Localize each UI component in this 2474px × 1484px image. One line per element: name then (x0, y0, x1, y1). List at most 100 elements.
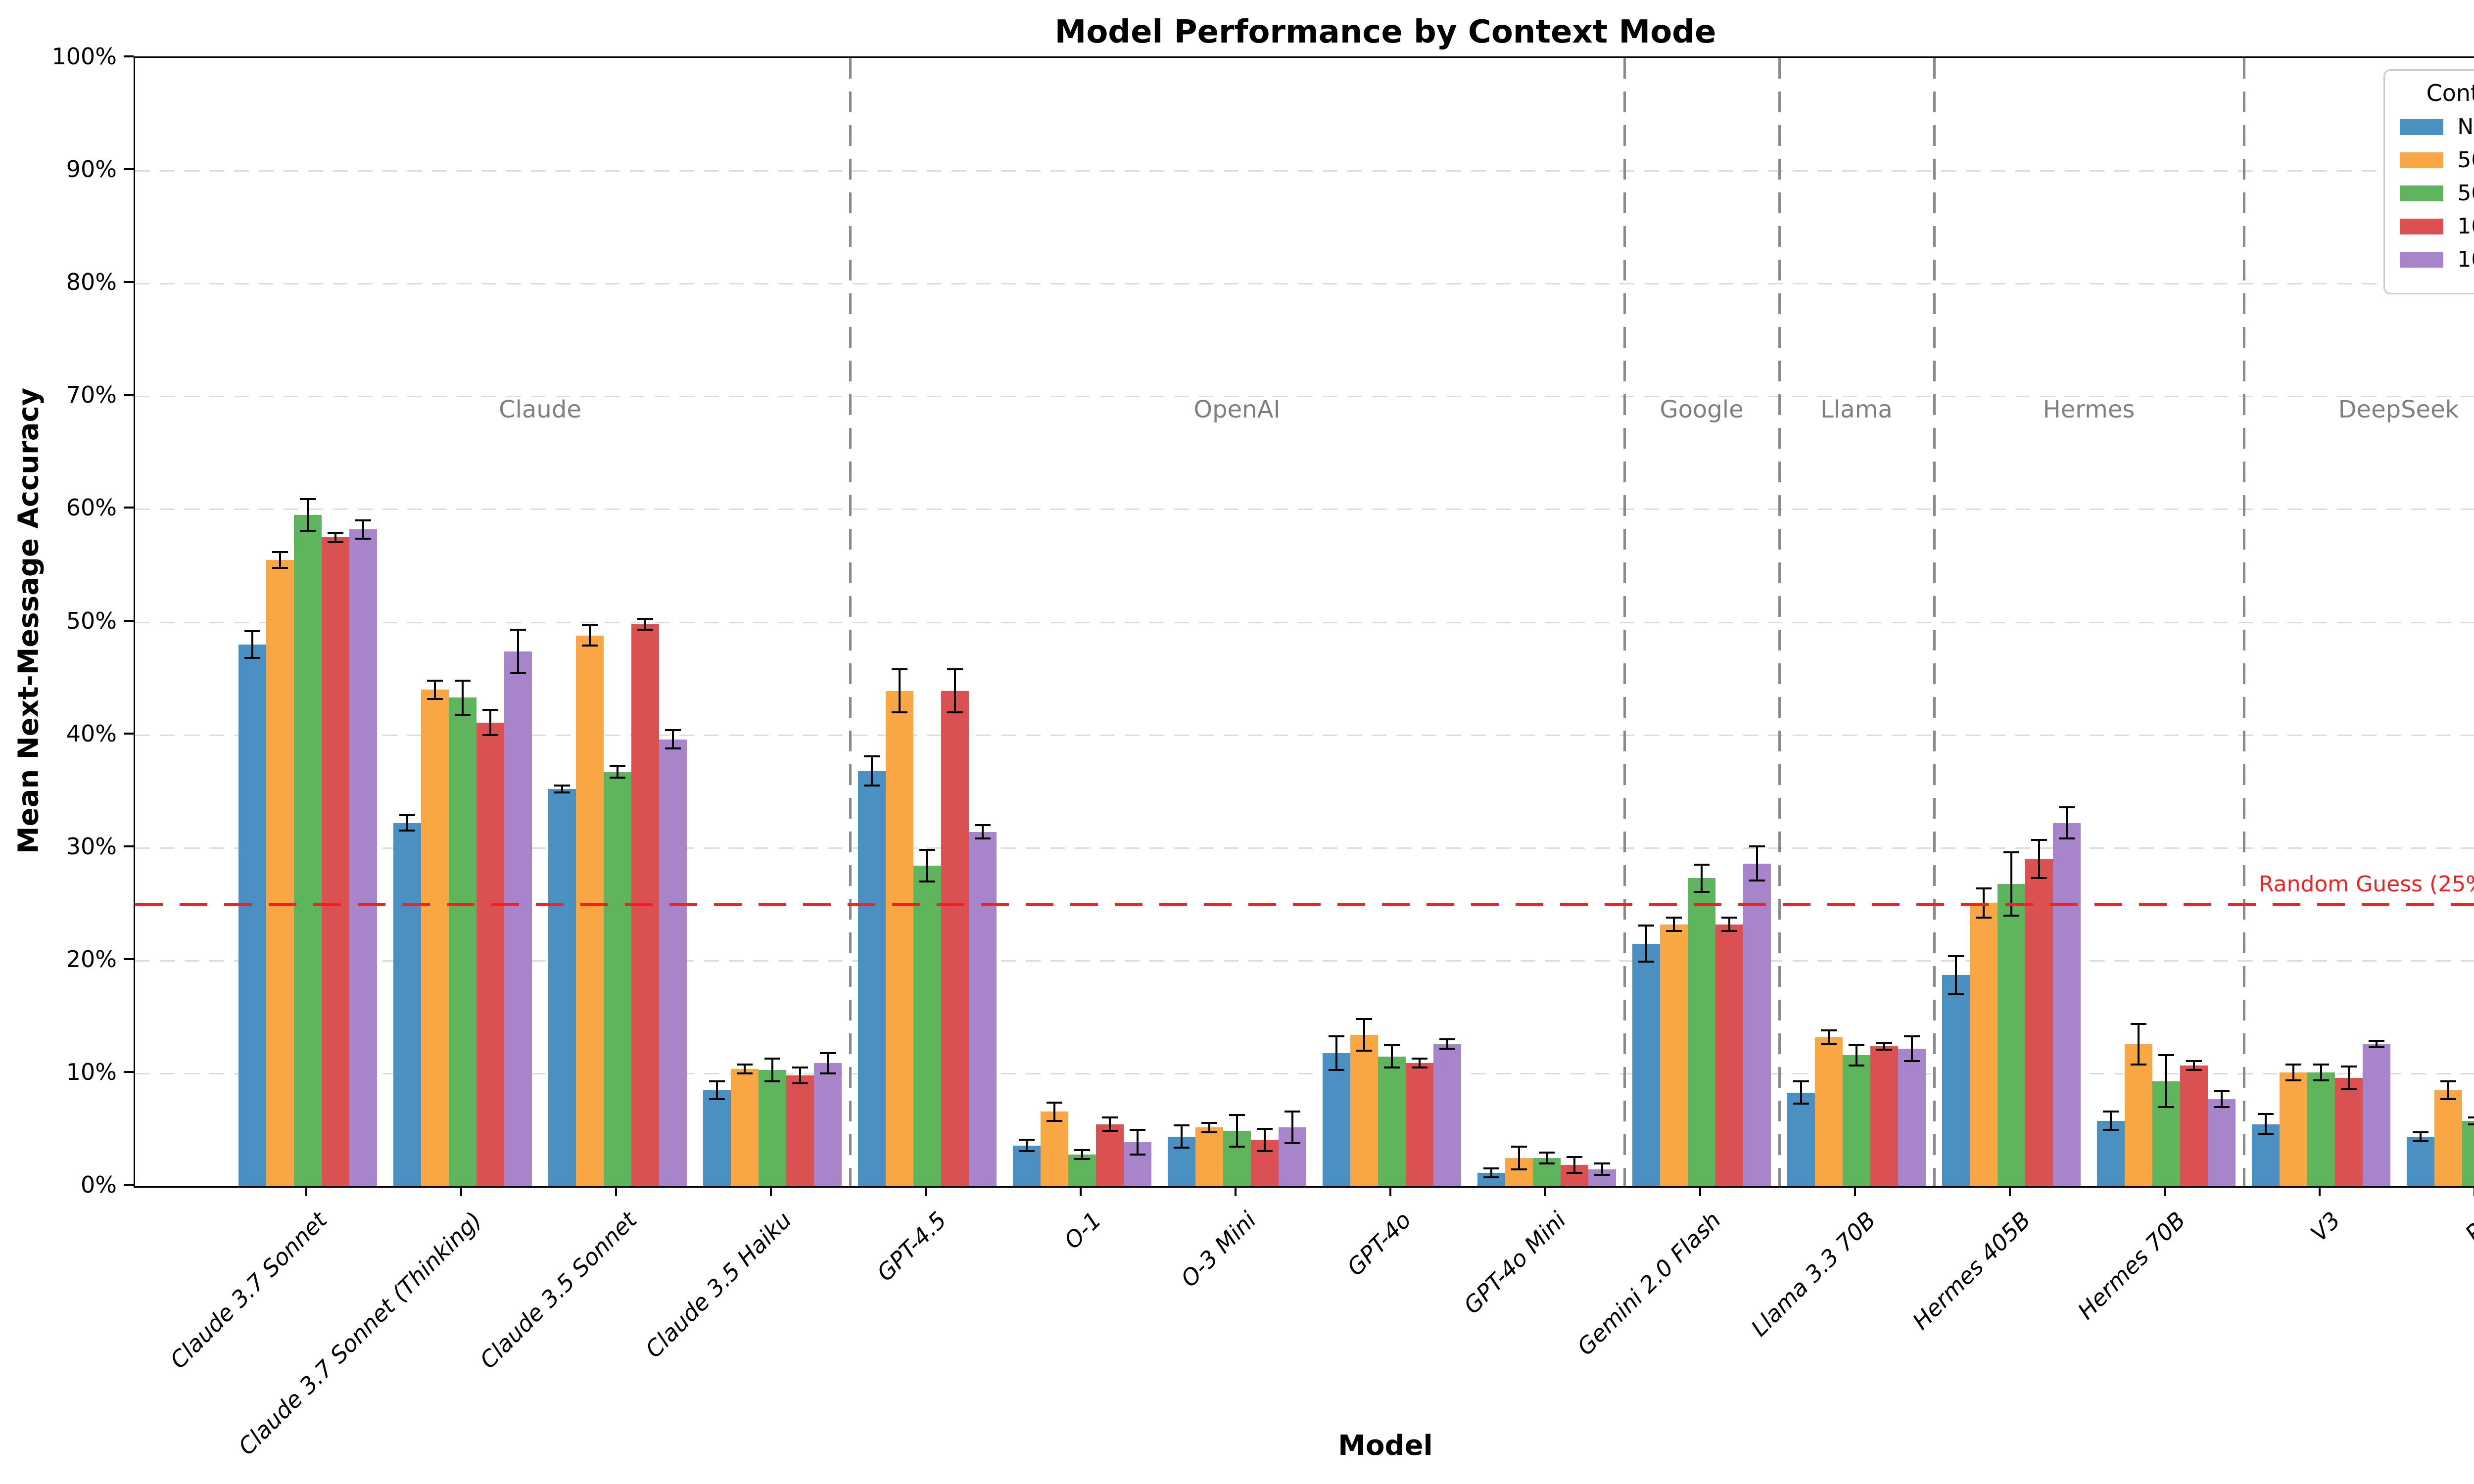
legend-item-50-raw: 50 Raw (2400, 147, 2474, 173)
error-bar-cap (1285, 1111, 1300, 1113)
error-bar-cap (1356, 1018, 1372, 1020)
error-bar-cap (1904, 1035, 1920, 1037)
error-bar (899, 669, 901, 712)
x-tick (1544, 1186, 1546, 1196)
bar-50-raw (1970, 903, 1998, 1186)
x-tick-label: Claude 3.7 Sonnet (Thinking) (233, 1206, 487, 1461)
error-bar (251, 631, 253, 658)
bar-100-summary (349, 529, 377, 1186)
legend-swatch (2400, 218, 2444, 234)
random-guess-label: Random Guess (25%) (2259, 871, 2474, 897)
x-tick-label: Gemini 2.0 Flash (1571, 1206, 1726, 1361)
group-separator-claude-openai (849, 58, 852, 1186)
gridline-10pct (135, 1072, 2474, 1074)
error-bar-cap (1793, 1103, 1809, 1105)
error-bar-cap (1074, 1158, 1090, 1160)
error-bar-cap (510, 629, 526, 631)
error-bar-cap (820, 1052, 836, 1054)
error-bar-cap (1174, 1147, 1189, 1149)
error-bar-cap (709, 1098, 725, 1101)
error-bar-cap (2186, 1060, 2202, 1062)
gridline-90pct (135, 170, 2474, 172)
error-bar-cap (2341, 1066, 2357, 1068)
x-tick (770, 1186, 772, 1196)
x-axis-title: Model (1338, 1430, 1433, 1462)
error-bar-cap (2285, 1063, 2301, 1066)
error-bar-cap (2468, 1116, 2474, 1118)
y-tick (124, 394, 134, 396)
y-tick-label: 100% (51, 43, 117, 70)
error-bar (2138, 1023, 2140, 1065)
bar-no-context (858, 771, 886, 1186)
error-bar-cap (737, 1072, 753, 1074)
error-bar (1363, 1019, 1365, 1051)
error-bar (1911, 1036, 1913, 1061)
error-bar-cap (2103, 1111, 2119, 1113)
x-tick (2164, 1186, 2166, 1196)
y-tick (124, 168, 134, 171)
bar-no-context (238, 645, 266, 1186)
error-bar-cap (864, 755, 880, 757)
group-label-claude: Claude (499, 396, 581, 423)
plot-area: Claude OpenAI Google Llama Hermes DeepSeek Ran… (134, 56, 2474, 1188)
error-bar (1728, 918, 1730, 931)
error-bar (1828, 1030, 1830, 1044)
error-bar-cap (947, 711, 963, 713)
error-bar-cap (328, 532, 343, 534)
error-bar-cap (1483, 1167, 1499, 1169)
error-bar-cap (1976, 887, 1992, 889)
error-bar-cap (2413, 1131, 2428, 1133)
error-bar-cap (1594, 1174, 1610, 1176)
x-tick-label: Claude 3.5 Haiku (640, 1206, 797, 1363)
error-bar (744, 1064, 746, 1073)
bar-50-raw (1350, 1035, 1378, 1186)
x-tick-label: GPT-4o Mini (1458, 1206, 1571, 1319)
legend-swatch (2400, 152, 2444, 168)
error-bar-cap (455, 680, 471, 682)
error-bar-cap (1412, 1067, 1427, 1069)
error-bar-cap (1539, 1151, 1555, 1154)
error-bar (954, 669, 956, 712)
error-bar (617, 766, 618, 778)
x-tick (1854, 1186, 1856, 1196)
error-bar-cap (610, 765, 625, 768)
error-bar (1208, 1123, 1210, 1132)
error-bar (1955, 956, 1957, 995)
error-bar (2376, 1040, 2378, 1048)
error-bar-cap (1638, 925, 1654, 927)
error-bar (2292, 1064, 2294, 1080)
error-bar-cap (792, 1067, 808, 1069)
error-bar-cap (2131, 1022, 2146, 1025)
gridline-70pct (135, 396, 2474, 398)
error-bar-cap (300, 529, 316, 532)
error-bar (1053, 1103, 1055, 1121)
x-tick (1080, 1186, 1082, 1196)
bar-50-summary (2462, 1120, 2474, 1186)
error-bar-cap (2369, 1039, 2384, 1042)
error-bar-cap (1567, 1156, 1582, 1158)
error-bar-cap (272, 551, 288, 554)
bar-50-raw (1041, 1112, 1068, 1186)
x-tick-label: Llama 3.3 70B (1746, 1206, 1881, 1342)
error-bar-cap (737, 1063, 753, 1066)
bar-100-summary (1743, 863, 1771, 1186)
bar-100-summary (1433, 1044, 1461, 1186)
error-bar (1181, 1125, 1183, 1148)
bar-no-context (1013, 1145, 1041, 1186)
group-label-openai: OpenAI (1193, 396, 1281, 423)
bar-100-summary (2363, 1044, 2390, 1186)
error-bar (871, 756, 873, 786)
y-tick-label: 20% (66, 945, 117, 973)
x-tick-label: Hermes 70B (2072, 1206, 2191, 1325)
error-bar-cap (1849, 1044, 1864, 1046)
error-bar-cap (1174, 1124, 1189, 1126)
bar-100-raw (941, 691, 969, 1186)
error-bar-cap (2158, 1106, 2174, 1109)
error-bar-cap (355, 537, 371, 540)
error-bar (926, 850, 928, 882)
legend-label: 50 Raw (2457, 147, 2474, 173)
y-tick (124, 845, 134, 847)
error-bar-cap (1384, 1067, 1400, 1069)
error-bar-cap (2131, 1063, 2146, 1066)
